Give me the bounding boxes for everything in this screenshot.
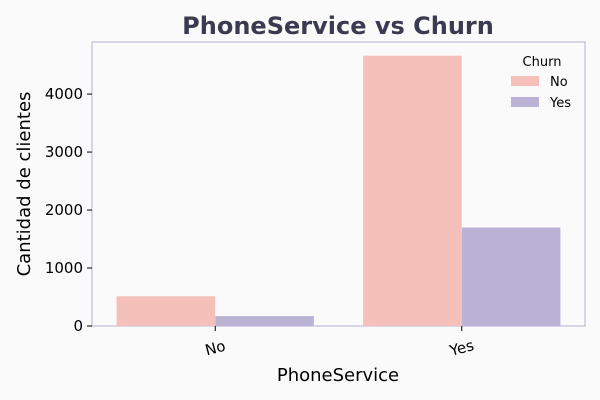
x-axis: No Yes (203, 326, 476, 360)
bars-group (116, 55, 561, 326)
legend-swatch-no (511, 76, 539, 86)
y-tick-label: 3000 (45, 143, 83, 161)
plot-area: 0 1000 2000 3000 4000 No Yes (45, 41, 586, 360)
y-axis-label: Cantidad de clientes (14, 92, 35, 277)
bar-yes-no (363, 55, 462, 326)
legend-label-yes: Yes (549, 96, 571, 111)
bar-no-no (116, 296, 216, 326)
chart-title: PhoneService vs Churn (182, 12, 494, 40)
plot-frame (91, 41, 586, 327)
bar-yes-yes (461, 227, 561, 326)
x-tick-label: Yes (447, 336, 476, 360)
y-tick-label: 0 (73, 317, 83, 335)
y-tick-label: 4000 (45, 85, 83, 103)
y-axis: 0 1000 2000 3000 4000 (45, 85, 92, 335)
bar-no-yes (215, 316, 314, 326)
legend-title: Churn (523, 55, 562, 70)
x-tick-label: No (203, 337, 227, 360)
y-tick-label: 1000 (45, 259, 83, 277)
legend-swatch-yes (511, 97, 539, 107)
legend-label-no: No (550, 75, 568, 90)
x-axis-label: PhoneService (277, 365, 399, 386)
legend: Churn No Yes (511, 55, 571, 111)
y-tick-label: 2000 (45, 201, 83, 219)
